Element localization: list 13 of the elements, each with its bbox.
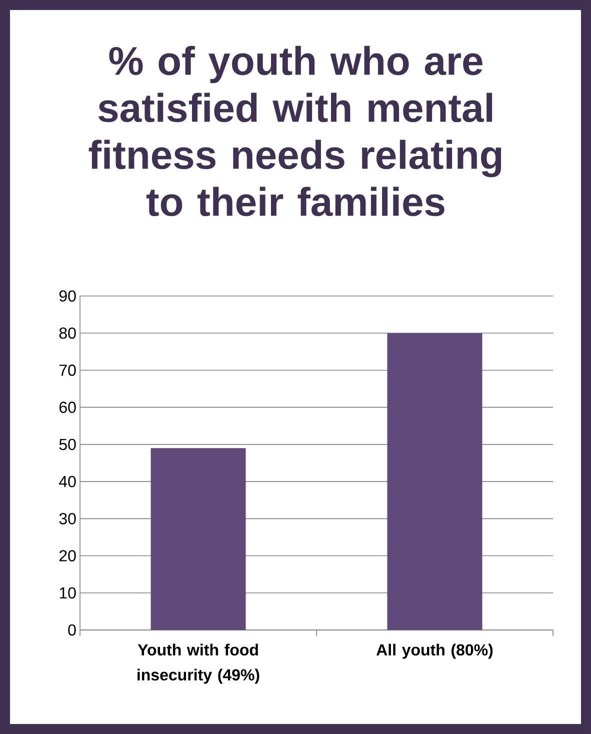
y-tick-label: 90 (59, 290, 76, 302)
y-tick-label: 60 (59, 402, 76, 413)
y-tick-label: 40 (59, 476, 76, 488)
y-tick-label: 80 (59, 327, 76, 339)
y-tick-label: 0 (68, 624, 76, 636)
y-tick-label: 30 (59, 513, 76, 524)
y-tick-label: 10 (60, 587, 76, 599)
y-tick-label: 50 (59, 438, 76, 450)
chart-title: % of youth who are satisfied with mental fitness needs relating to their families (88, 46, 502, 216)
x-tick-label: All youth (80%) (376, 644, 493, 659)
x-tick-label: Youth with food insecurity (49%) (138, 644, 260, 684)
y-tick-label: 70 (59, 364, 76, 376)
y-tick-label: 20 (59, 550, 76, 562)
